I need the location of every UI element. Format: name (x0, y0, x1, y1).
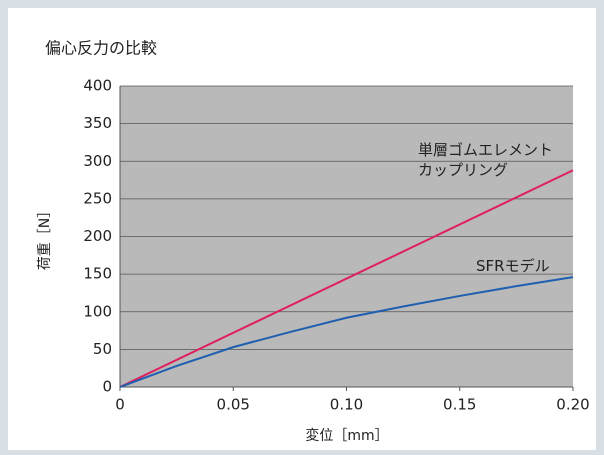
x-tick-label: 0.20 (556, 396, 589, 414)
y-tick-label: 300 (83, 152, 112, 170)
series-label: 単層ゴムエレメントカップリング (418, 141, 553, 179)
series-line (119, 276, 574, 388)
y-tick-label: 150 (83, 265, 112, 283)
series-label-line: 単層ゴムエレメント (418, 141, 553, 159)
x-axis-label: 変位［mm］ (305, 427, 388, 444)
y-tick-label: 200 (83, 227, 112, 245)
series-label: SFRモデル (476, 257, 550, 275)
y-tick-label: 350 (83, 114, 112, 132)
y-axis-label: 荷重［N］ (37, 204, 53, 270)
y-tick-label: 250 (83, 189, 112, 207)
x-tick-label: 0.15 (443, 396, 476, 414)
x-tick-label: 0.05 (217, 396, 250, 414)
y-tick-label: 50 (93, 340, 112, 358)
series-line (119, 169, 574, 388)
y-tick-label: 0 (102, 378, 112, 396)
series-label-line: SFRモデル (476, 257, 550, 275)
y-tick-label: 100 (83, 302, 112, 320)
x-tick-label: 0 (115, 396, 125, 414)
x-tick-label: 0.10 (330, 396, 363, 414)
series-label-line: カップリング (418, 161, 508, 179)
y-tick-label: 400 (83, 77, 112, 95)
chart-title: 偏心反力の比較 (45, 39, 157, 58)
